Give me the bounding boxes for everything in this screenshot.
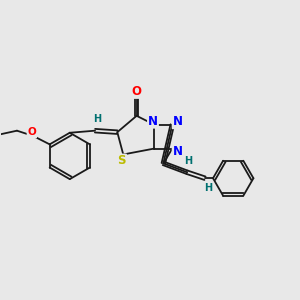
Text: N: N bbox=[172, 145, 183, 158]
Text: O: O bbox=[28, 128, 36, 137]
Text: H: H bbox=[93, 114, 101, 124]
Text: N: N bbox=[172, 115, 183, 128]
Text: H: H bbox=[184, 156, 192, 166]
Text: N: N bbox=[148, 115, 158, 128]
Text: H: H bbox=[204, 183, 212, 193]
Text: S: S bbox=[118, 154, 126, 167]
Text: O: O bbox=[132, 85, 142, 98]
